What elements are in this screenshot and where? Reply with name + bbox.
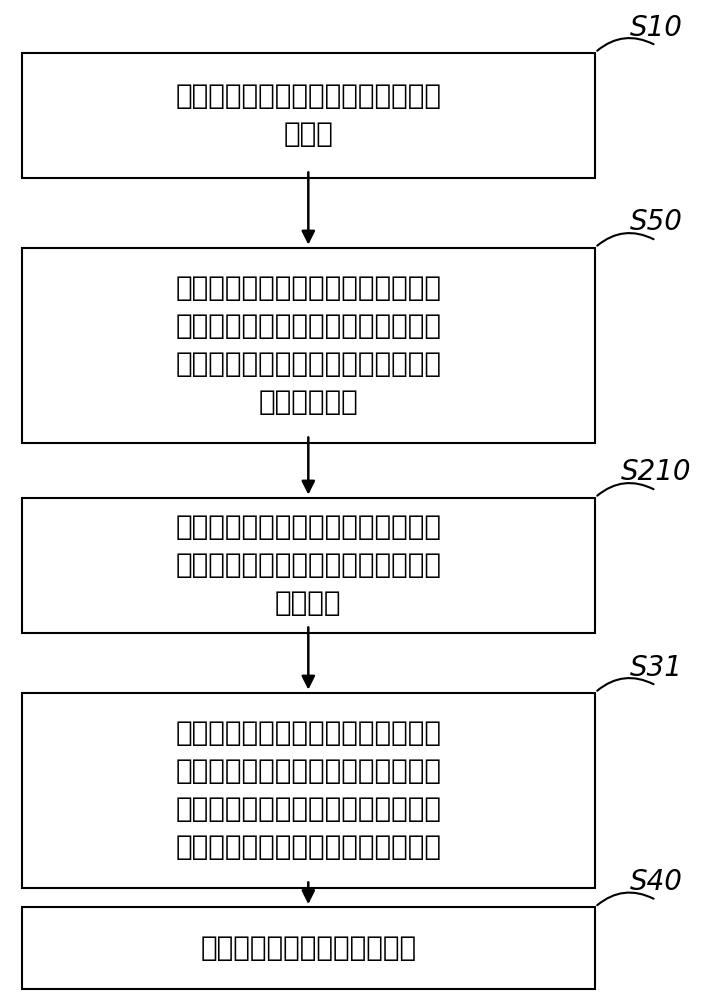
Text: S10: S10 bbox=[630, 13, 683, 41]
Text: 依据预存的颜色亮度和电流的对应关
系，将第一亮度、第二亮度和第三亮
度分别与对应关系结合对照，获得第
一电流值、第二电流值和第三电流值: 依据预存的颜色亮度和电流的对应关 系，将第一亮度、第二亮度和第三亮 度分别与对应… bbox=[176, 719, 441, 861]
Text: S40: S40 bbox=[630, 868, 683, 896]
Text: S50: S50 bbox=[630, 208, 683, 236]
Text: 生成目标色坐标和目标亮度与第一亮
度、第二亮度和第三亮度、以及第一
色坐标、第二色坐标和第三色坐标之
间的生成关系: 生成目标色坐标和目标亮度与第一亮 度、第二亮度和第三亮度、以及第一 色坐标、第二… bbox=[176, 274, 441, 416]
Text: 接收代表目标颜色的目标色坐标和目
标亮度: 接收代表目标颜色的目标色坐标和目 标亮度 bbox=[176, 82, 441, 148]
FancyBboxPatch shape bbox=[22, 247, 595, 442]
FancyBboxPatch shape bbox=[22, 52, 595, 178]
Text: 依据多重电流值校准颜色色温: 依据多重电流值校准颜色色温 bbox=[200, 934, 417, 962]
FancyBboxPatch shape bbox=[22, 498, 595, 633]
Text: 依据生成关系配比出符合目标色坐标
和目标亮度的第一亮度、第二亮度和
第三亮度: 依据生成关系配比出符合目标色坐标 和目标亮度的第一亮度、第二亮度和 第三亮度 bbox=[176, 513, 441, 617]
Text: S210: S210 bbox=[621, 458, 691, 487]
Text: S31: S31 bbox=[630, 654, 683, 682]
FancyBboxPatch shape bbox=[22, 907, 595, 989]
FancyBboxPatch shape bbox=[22, 692, 595, 888]
